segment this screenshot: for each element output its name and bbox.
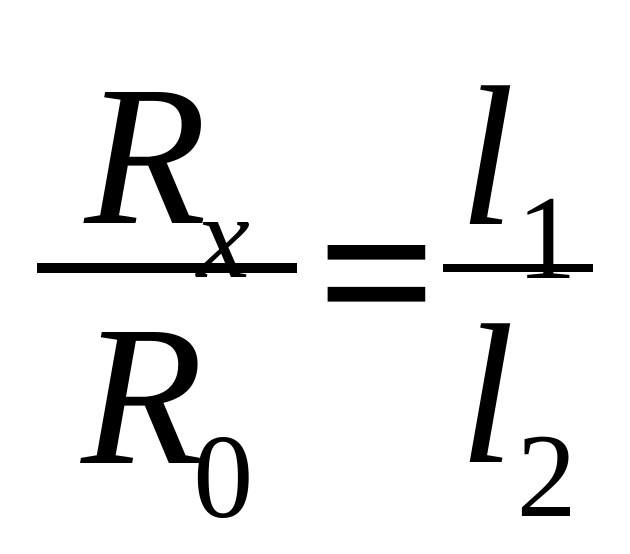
left-denominator-base: R <box>81 297 203 497</box>
equals-operator: = <box>317 153 437 394</box>
right-denominator-sub: 2 <box>517 416 577 536</box>
left-fraction-bar <box>37 263 297 273</box>
left-denominator-sub: 0 <box>193 417 253 537</box>
right-fraction: l 1 l 2 <box>443 58 593 496</box>
right-numerator-base: l <box>459 58 515 258</box>
right-numerator-sub: 1 <box>517 178 577 298</box>
left-numerator-sub: x <box>197 177 250 297</box>
right-numerator: l 1 <box>459 58 577 258</box>
right-fraction-bar <box>443 264 593 272</box>
left-fraction: R x R 0 <box>37 57 297 497</box>
left-denominator: R 0 <box>81 297 253 497</box>
left-numerator: R x <box>84 57 249 257</box>
right-denominator: l 2 <box>459 296 577 496</box>
right-denominator-base: l <box>459 296 515 496</box>
left-numerator-base: R <box>84 57 206 257</box>
equation: R x R 0 = l 1 l 2 <box>37 57 593 497</box>
